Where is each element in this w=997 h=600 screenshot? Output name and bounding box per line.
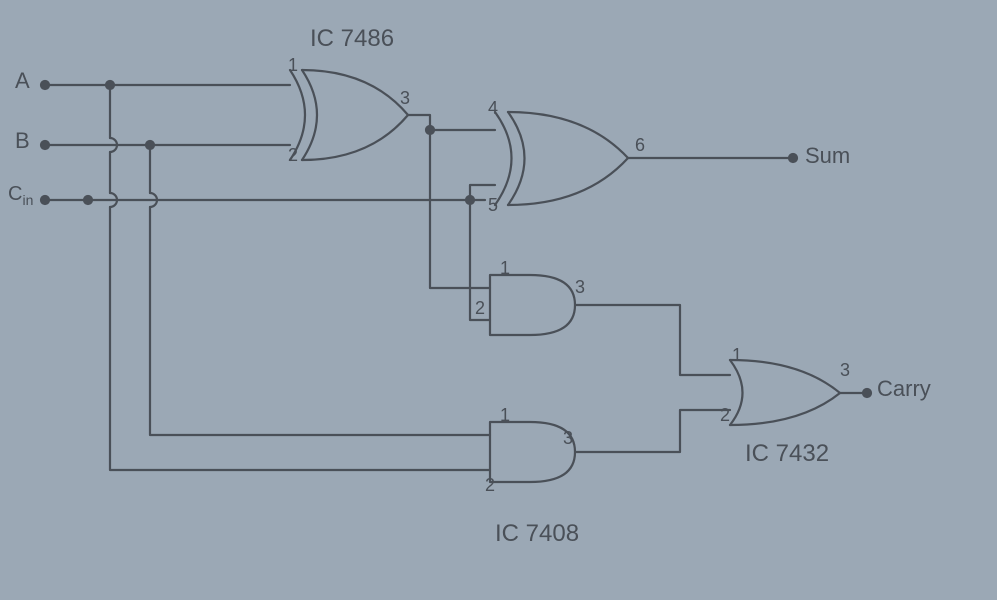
pin-xor1-1: 1 bbox=[288, 55, 298, 76]
pin-xor2-6: 6 bbox=[635, 135, 645, 156]
junction-cin bbox=[84, 196, 92, 204]
wire-xor1-and1 bbox=[430, 130, 490, 288]
xor-gate-1 bbox=[290, 70, 408, 160]
pin-xor1-3: 3 bbox=[400, 88, 410, 109]
ic-label-7432: IC 7432 bbox=[745, 440, 829, 468]
pin-xor2-5: 5 bbox=[488, 195, 498, 216]
wire-and1-or bbox=[575, 305, 730, 375]
and-gate-1 bbox=[490, 275, 575, 335]
sum-terminal bbox=[789, 154, 797, 162]
pin-and1-1: 1 bbox=[500, 258, 510, 279]
pin-or-3: 3 bbox=[840, 360, 850, 381]
wire-b-and2 bbox=[150, 145, 490, 435]
pin-or-2: 2 bbox=[720, 405, 730, 426]
output-label-carry: Carry bbox=[877, 376, 931, 402]
xor-gate-2 bbox=[495, 112, 628, 205]
pin-and1-2: 2 bbox=[475, 298, 485, 319]
wire-and2-or bbox=[575, 410, 730, 452]
pin-and2-2: 2 bbox=[485, 475, 495, 496]
carry-terminal bbox=[863, 389, 871, 397]
pin-xor1-2: 2 bbox=[288, 145, 298, 166]
input-label-a: A bbox=[15, 68, 30, 94]
pin-and2-3: 3 bbox=[563, 428, 573, 449]
pin-and2-1: 1 bbox=[500, 405, 510, 426]
or-gate-1 bbox=[730, 360, 840, 425]
ic-label-7408: IC 7408 bbox=[495, 520, 579, 548]
pin-xor2-4: 4 bbox=[488, 98, 498, 119]
input-label-cin: Cin bbox=[8, 183, 33, 208]
wire-xor1-xor2 bbox=[408, 115, 495, 130]
circuit-diagram bbox=[0, 0, 997, 600]
ic-label-7486: IC 7486 bbox=[310, 25, 394, 53]
pin-and1-3: 3 bbox=[575, 277, 585, 298]
input-label-b: B bbox=[15, 128, 30, 154]
output-label-sum: Sum bbox=[805, 143, 850, 169]
pin-or-1: 1 bbox=[732, 345, 742, 366]
